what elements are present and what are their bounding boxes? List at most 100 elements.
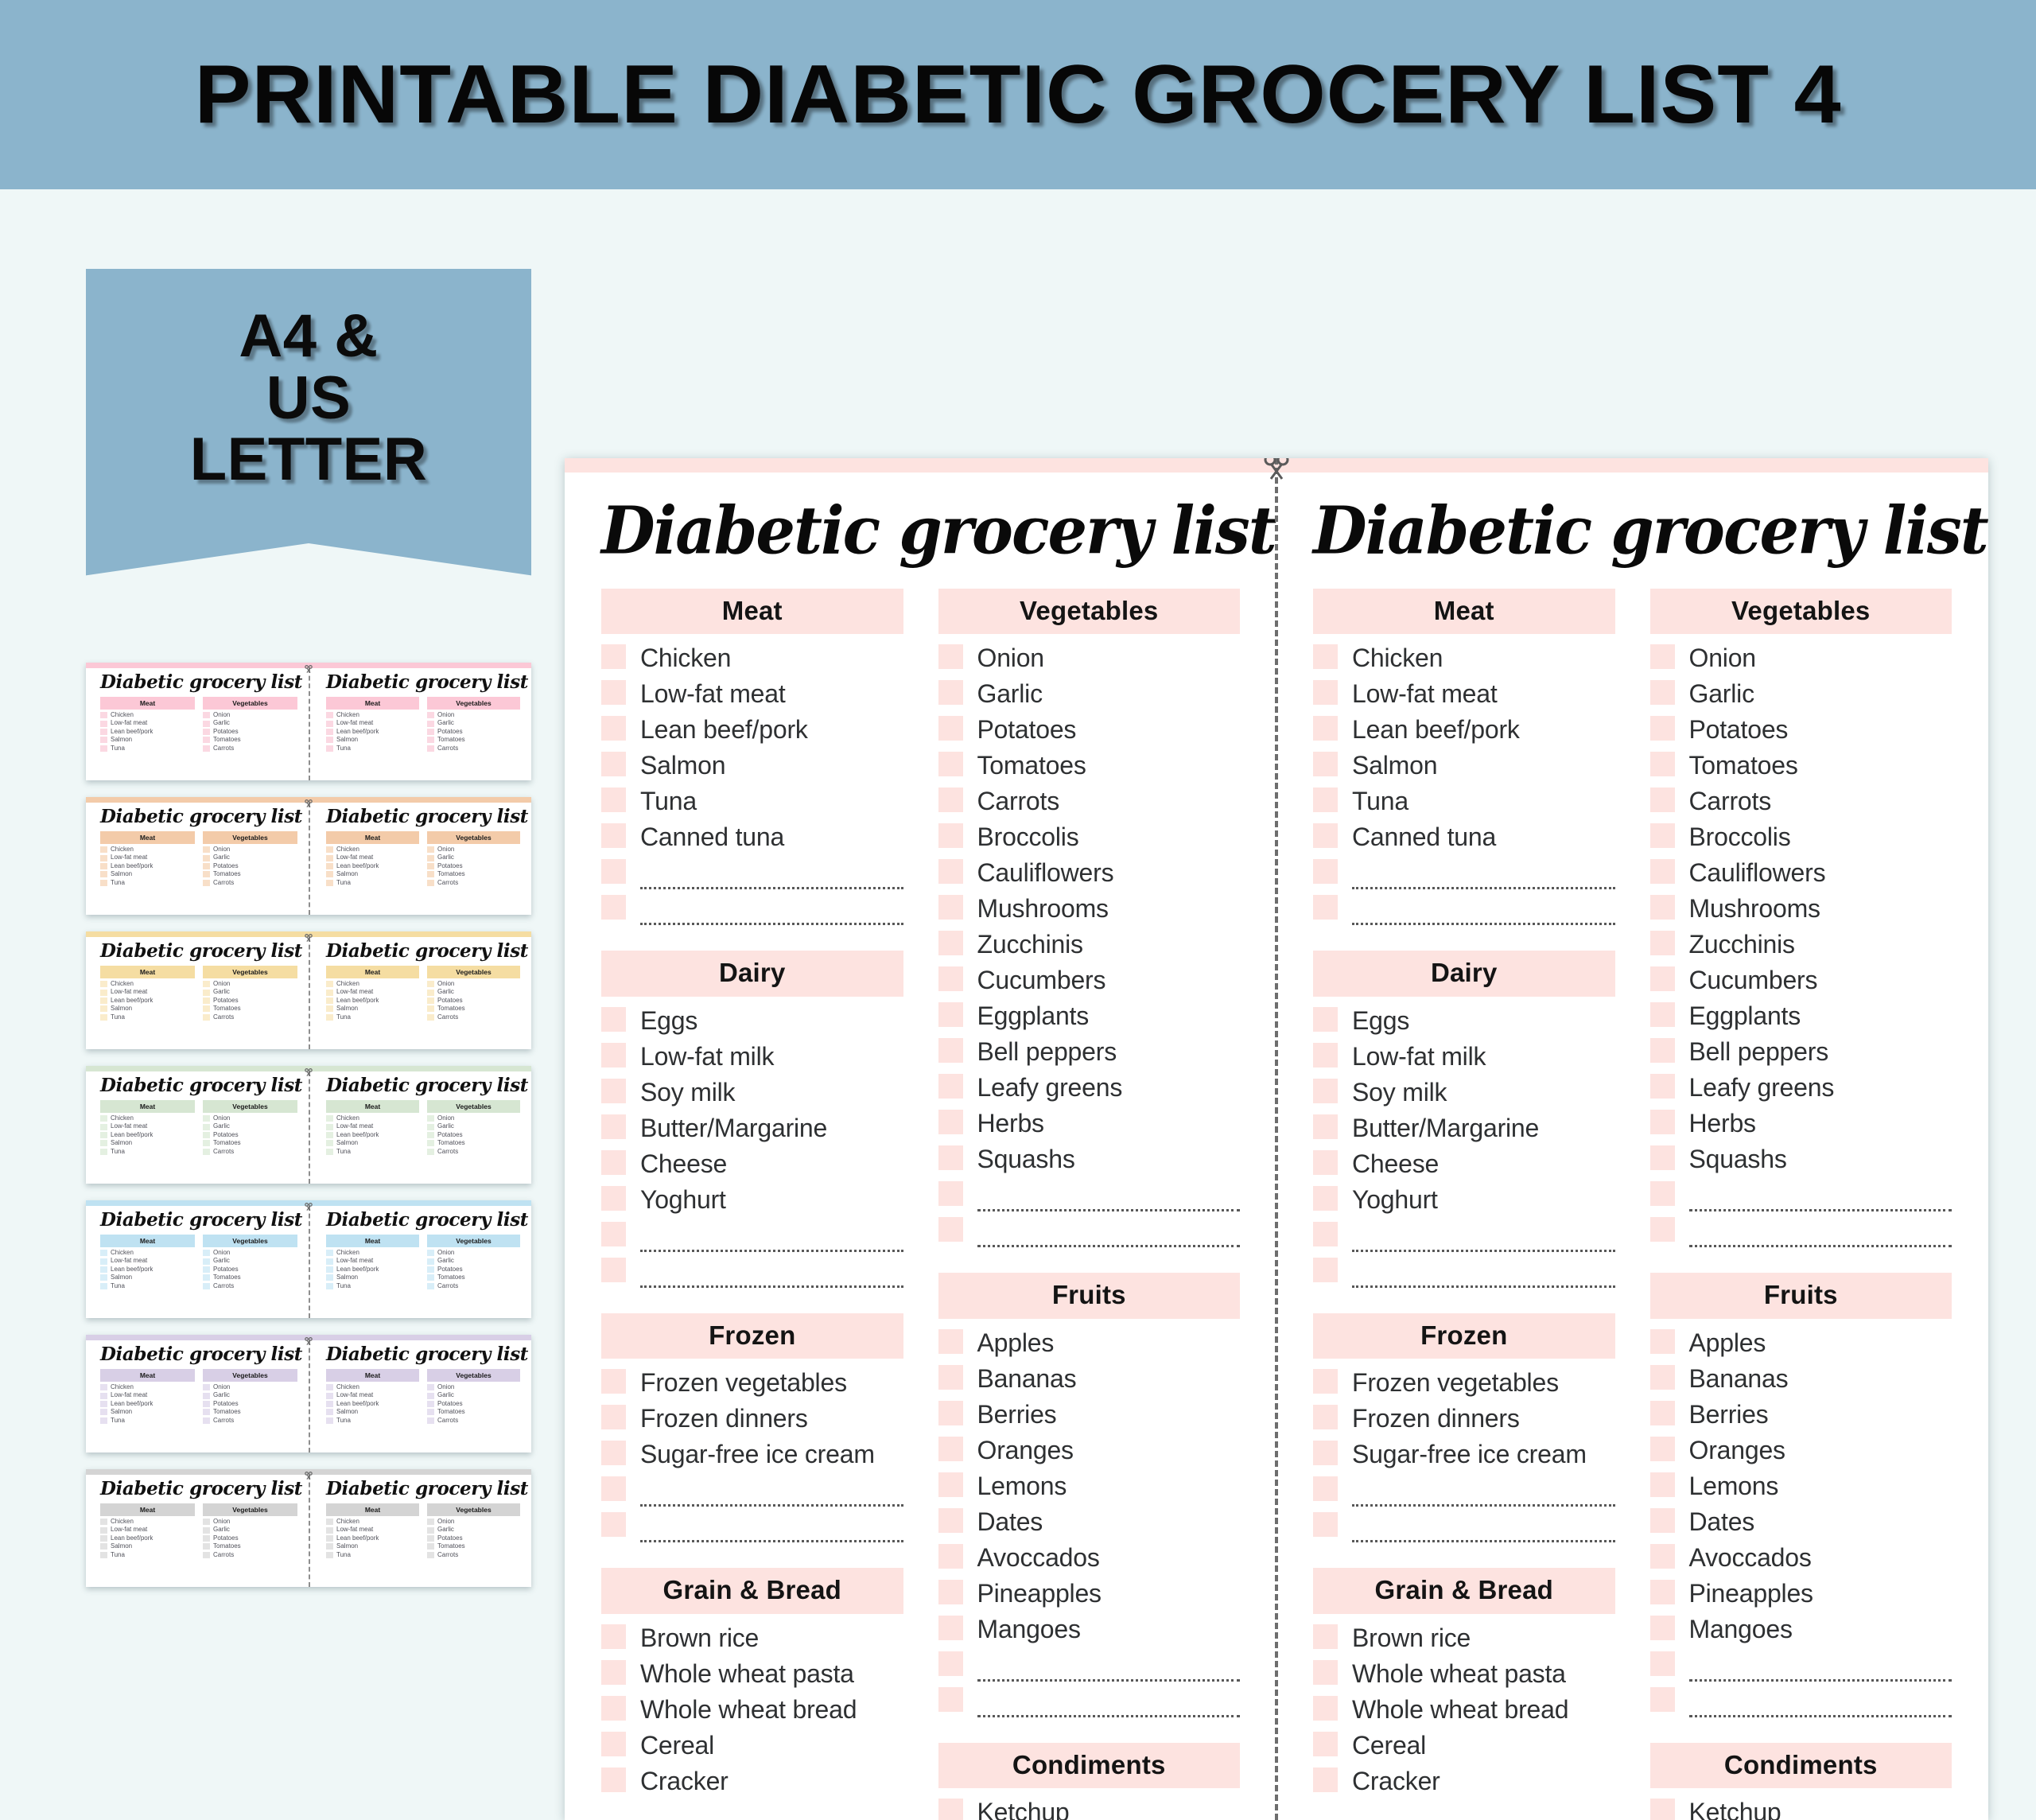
checkbox-icon[interactable]	[601, 1768, 626, 1793]
grocery-list-item[interactable]: Lemons	[1649, 1468, 1952, 1504]
write-in-dotted-line[interactable]	[977, 1692, 1240, 1717]
grocery-list-item[interactable]: Canned tuna	[601, 819, 903, 855]
grocery-list-item[interactable]: Chicken	[1313, 640, 1615, 676]
checkbox-icon[interactable]	[601, 1006, 626, 1032]
checkbox-icon[interactable]	[601, 1405, 626, 1430]
checkbox-icon[interactable]	[1313, 788, 1338, 813]
checkbox-icon[interactable]	[1313, 1768, 1338, 1793]
grocery-list-item[interactable]: Mangoes	[1649, 1612, 1952, 1647]
checkbox-icon[interactable]	[938, 1436, 963, 1461]
grocery-list-item[interactable]: Bell peppers	[938, 1034, 1241, 1070]
grocery-list-item[interactable]: Herbs	[1649, 1106, 1952, 1141]
checkbox-icon[interactable]	[1313, 1221, 1338, 1246]
checkbox-icon[interactable]	[1649, 1799, 1675, 1820]
checkbox-icon[interactable]	[1313, 716, 1338, 741]
checkbox-icon[interactable]	[601, 1185, 626, 1211]
write-in-dotted-line[interactable]	[640, 1227, 903, 1252]
checkbox-icon[interactable]	[1313, 1405, 1338, 1430]
write-in-dotted-line[interactable]	[1352, 864, 1615, 890]
checkbox-icon[interactable]	[1313, 1369, 1338, 1394]
checkbox-icon[interactable]	[1649, 1651, 1675, 1676]
grocery-list-item[interactable]: Tomatoes	[1649, 748, 1952, 784]
checkbox-icon[interactable]	[601, 716, 626, 741]
checkbox-icon[interactable]	[1313, 1257, 1338, 1282]
checkbox-icon[interactable]	[938, 1145, 963, 1171]
grocery-list-item[interactable]: Whole wheat bread	[1313, 1692, 1615, 1728]
grocery-list-item[interactable]: Sugar-free ice cream	[1313, 1437, 1615, 1472]
grocery-list-item[interactable]: Ketchup	[938, 1795, 1241, 1820]
checkbox-icon[interactable]	[1649, 1579, 1675, 1604]
checkbox-icon[interactable]	[938, 644, 963, 670]
checkbox-icon[interactable]	[1649, 788, 1675, 813]
checkbox-icon[interactable]	[1313, 680, 1338, 706]
printable-sheet-preview[interactable]: Diabetic grocery list Meat Chicken Low-fat…	[565, 458, 1988, 1820]
grocery-blank-line-item[interactable]	[1313, 1254, 1615, 1289]
grocery-blank-line-item[interactable]	[938, 1647, 1240, 1683]
grocery-list-item[interactable]: Carrots	[1649, 784, 1952, 819]
grocery-list-item[interactable]: Broccolis	[938, 819, 1241, 855]
checkbox-icon[interactable]	[1313, 895, 1338, 920]
write-in-dotted-line[interactable]	[640, 1262, 903, 1288]
grocery-list-item[interactable]: Cucumbers	[938, 962, 1241, 998]
grocery-list-item[interactable]: Pineapples	[1649, 1576, 1952, 1612]
checkbox-icon[interactable]	[938, 823, 963, 849]
grocery-list-item[interactable]: Lean beef/pork	[1313, 712, 1615, 748]
checkbox-icon[interactable]	[938, 895, 963, 920]
checkbox-icon[interactable]	[938, 1038, 963, 1064]
checkbox-icon[interactable]	[938, 788, 963, 813]
grocery-list-item[interactable]: Tuna	[1313, 784, 1615, 819]
grocery-list-item[interactable]: Dates	[938, 1504, 1241, 1540]
grocery-list-item[interactable]: Squashs	[1649, 1141, 1952, 1177]
checkbox-icon[interactable]	[938, 716, 963, 741]
checkbox-icon[interactable]	[601, 1257, 626, 1282]
grocery-list-item[interactable]: Mushrooms	[938, 891, 1241, 927]
write-in-dotted-line[interactable]	[1352, 1517, 1615, 1543]
grocery-list-item[interactable]: Frozen vegetables	[1313, 1365, 1615, 1401]
write-in-dotted-line[interactable]	[1688, 1692, 1952, 1717]
grocery-list-item[interactable]: Frozen dinners	[601, 1401, 903, 1437]
checkbox-icon[interactable]	[1649, 1686, 1675, 1712]
grocery-list-item[interactable]: Low-fat meat	[601, 676, 903, 712]
grocery-blank-line-item[interactable]	[601, 855, 903, 891]
checkbox-icon[interactable]	[1649, 1217, 1675, 1242]
checkbox-icon[interactable]	[1313, 1149, 1338, 1175]
checkbox-icon[interactable]	[1313, 1660, 1338, 1686]
checkbox-icon[interactable]	[1649, 1472, 1675, 1497]
grocery-list-item[interactable]: Mushrooms	[1649, 891, 1952, 927]
grocery-list-item[interactable]: Berries	[938, 1397, 1241, 1433]
checkbox-icon[interactable]	[938, 966, 963, 992]
checkbox-icon[interactable]	[601, 1512, 626, 1538]
checkbox-icon[interactable]	[1313, 752, 1338, 777]
write-in-dotted-line[interactable]	[1352, 1481, 1615, 1507]
grocery-list-item[interactable]: Bananas	[938, 1361, 1241, 1397]
checkbox-icon[interactable]	[601, 1696, 626, 1721]
grocery-blank-line-item[interactable]	[1313, 891, 1615, 927]
grocery-list-item[interactable]: Carrots	[938, 784, 1241, 819]
grocery-list-item[interactable]: Frozen vegetables	[601, 1365, 903, 1401]
checkbox-icon[interactable]	[1313, 1732, 1338, 1757]
checkbox-icon[interactable]	[601, 823, 626, 849]
checkbox-icon[interactable]	[601, 1042, 626, 1068]
write-in-dotted-line[interactable]	[977, 1222, 1240, 1248]
grocery-list-item[interactable]: Bananas	[1649, 1361, 1952, 1397]
grocery-list-item[interactable]: Whole wheat pasta	[1313, 1656, 1615, 1692]
grocery-blank-line-item[interactable]	[1649, 1213, 1952, 1249]
write-in-dotted-line[interactable]	[1352, 900, 1615, 926]
grocery-list-item[interactable]: Whole wheat pasta	[601, 1656, 903, 1692]
grocery-blank-line-item[interactable]	[601, 1472, 903, 1508]
thumbnail-card[interactable]: Diabetic grocery list Meat Chicken Low-fat …	[86, 1469, 531, 1587]
checkbox-icon[interactable]	[1649, 895, 1675, 920]
grocery-list-item[interactable]: Leafy greens	[938, 1070, 1241, 1106]
grocery-list-item[interactable]: Apples	[938, 1325, 1241, 1361]
thumbnail-card[interactable]: Diabetic grocery list Meat Chicken Low-fat …	[86, 1066, 531, 1184]
grocery-list-item[interactable]: Avoccados	[938, 1540, 1241, 1576]
grocery-list-item[interactable]: Soy milk	[1313, 1075, 1615, 1110]
write-in-dotted-line[interactable]	[640, 900, 903, 926]
grocery-list-item[interactable]: Butter/Margarine	[1313, 1110, 1615, 1146]
thumbnail-card[interactable]: Diabetic grocery list Meat Chicken Low-fat …	[86, 663, 531, 780]
checkbox-icon[interactable]	[938, 752, 963, 777]
grocery-blank-line-item[interactable]	[938, 1177, 1240, 1213]
grocery-blank-line-item[interactable]	[601, 1508, 903, 1544]
checkbox-icon[interactable]	[938, 1579, 963, 1604]
grocery-list-item[interactable]: Apples	[1649, 1325, 1952, 1361]
